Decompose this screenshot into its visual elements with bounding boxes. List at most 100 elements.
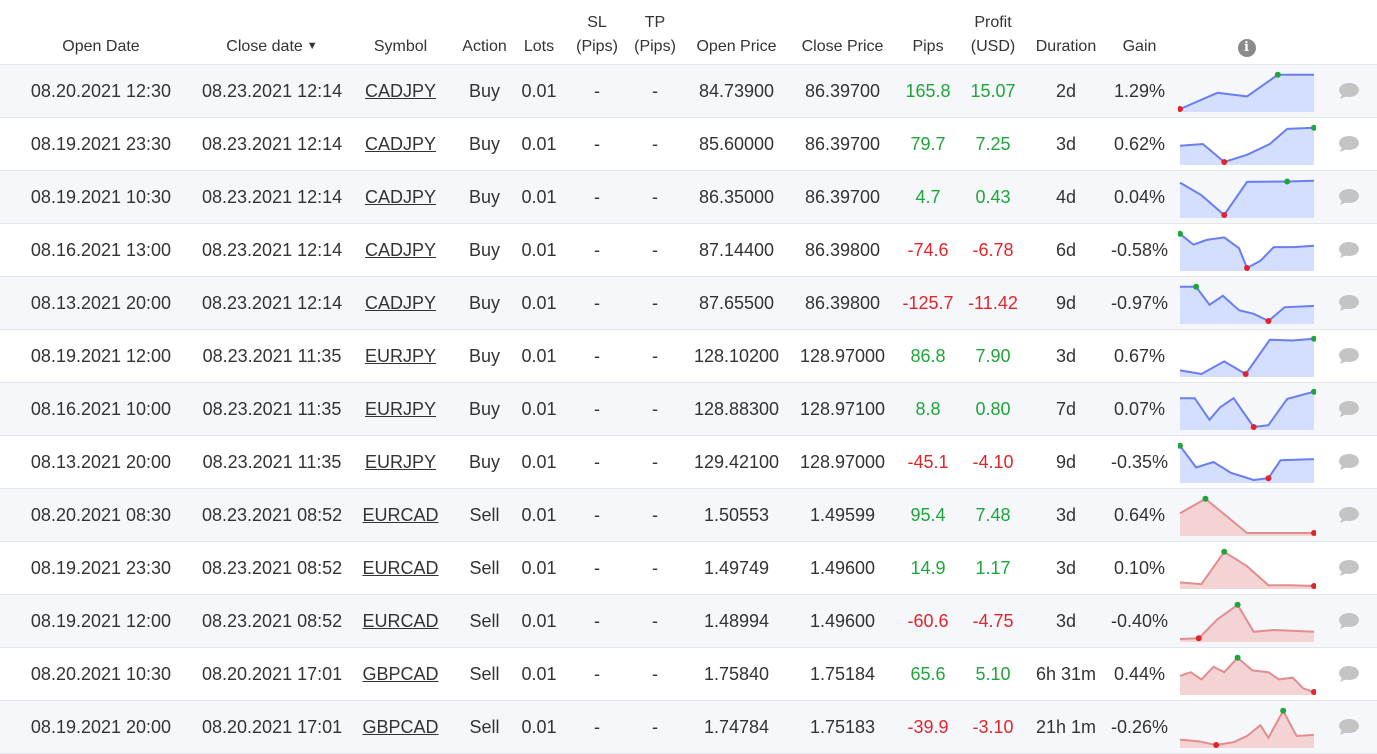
info-icon[interactable]: i	[1237, 39, 1256, 57]
col-open-price[interactable]: Open Price	[684, 0, 789, 65]
close-date-cell: 08.23.2021 08:52	[202, 541, 342, 595]
speech-bubble-icon[interactable]	[1338, 294, 1360, 312]
open-date-cell: 08.20.2021 08:30	[0, 488, 202, 542]
sparkline-area	[1179, 710, 1314, 748]
sl-cell: -	[568, 223, 626, 277]
symbol-link[interactable]: GBPCAD	[362, 716, 439, 737]
col-close-date[interactable]: Close date ▼	[202, 0, 342, 65]
symbol-cell: GBPCAD	[342, 647, 459, 701]
sparkline-max-point	[1220, 548, 1227, 555]
close-date-cell: 08.23.2021 12:14	[202, 117, 342, 171]
sparkline-line	[1179, 285, 1314, 323]
speech-bubble-icon[interactable]	[1338, 188, 1360, 206]
open-date-cell: 08.19.2021 20:00	[0, 700, 202, 754]
col-symbol[interactable]: Symbol	[342, 0, 459, 65]
close-date-cell: 08.23.2021 11:35	[202, 329, 342, 383]
col-gain[interactable]: Gain	[1106, 0, 1173, 65]
sparkline-cell	[1173, 223, 1320, 277]
speech-bubble-icon[interactable]	[1338, 241, 1360, 259]
sparkline-line	[1178, 233, 1314, 270]
symbol-link[interactable]: EURJPY	[364, 451, 436, 472]
col-comment	[1320, 0, 1377, 65]
action-cell: Buy	[459, 435, 510, 489]
col-close-price[interactable]: Close Price	[789, 0, 896, 65]
symbol-cell: CADJPY	[342, 64, 459, 118]
speech-bubble-icon[interactable]	[1338, 347, 1360, 365]
symbol-link[interactable]: EURJPY	[364, 345, 436, 366]
duration-cell: 2d	[1026, 64, 1106, 118]
lots-cell: 0.01	[510, 329, 568, 383]
comment-cell	[1320, 435, 1377, 489]
lots-cell: 0.01	[510, 435, 568, 489]
symbol-link[interactable]: GBPCAD	[362, 663, 439, 684]
duration-cell: 3d	[1026, 329, 1106, 383]
speech-bubble-icon[interactable]	[1338, 453, 1360, 471]
sparkline-line	[1179, 497, 1314, 534]
equity-sparkline	[1179, 601, 1314, 642]
comment-cell	[1320, 488, 1377, 542]
col-action[interactable]: Action	[459, 0, 510, 65]
close-date-cell: 08.23.2021 11:35	[202, 435, 342, 489]
symbol-cell: EURCAD	[342, 488, 459, 542]
speech-bubble-icon[interactable]	[1338, 718, 1360, 736]
symbol-link[interactable]: CADJPY	[364, 133, 436, 154]
col-open-date[interactable]: Open Date	[0, 0, 202, 65]
open-price-cell: 86.35000	[684, 170, 789, 224]
open-price-cell: 87.65500	[684, 276, 789, 330]
open-date-cell: 08.13.2021 20:00	[0, 435, 202, 489]
col-sl[interactable]: SL (Pips)	[568, 0, 626, 65]
sl-cell: -	[568, 647, 626, 701]
col-profit[interactable]: Profit (USD)	[960, 0, 1026, 65]
action-cell: Buy	[459, 170, 510, 224]
open-price-cell: 87.14400	[684, 223, 789, 277]
symbol-link[interactable]: EURCAD	[362, 610, 439, 631]
tp-cell: -	[626, 700, 684, 754]
speech-bubble-icon[interactable]	[1338, 82, 1360, 100]
equity-sparkline	[1178, 178, 1314, 218]
gain-cell: 0.07%	[1106, 382, 1173, 436]
pips-cell: 86.8	[896, 329, 960, 383]
open-date-cell: 08.16.2021 13:00	[0, 223, 202, 277]
comment-cell	[1320, 541, 1377, 595]
col-tp[interactable]: TP (Pips)	[626, 0, 684, 65]
symbol-cell: GBPCAD	[342, 700, 459, 754]
speech-bubble-icon[interactable]	[1338, 400, 1360, 418]
symbol-link[interactable]: CADJPY	[364, 239, 436, 260]
profit-cell: 1.17	[960, 541, 1026, 595]
col-pips[interactable]: Pips	[896, 0, 960, 65]
col-lots[interactable]: Lots	[510, 0, 568, 65]
lots-cell: 0.01	[510, 64, 568, 118]
symbol-link[interactable]: EURCAD	[362, 504, 439, 525]
symbol-link[interactable]: EURCAD	[362, 557, 439, 578]
tp-cell: -	[626, 329, 684, 383]
sparkline-area	[1179, 286, 1314, 324]
symbol-link[interactable]: CADJPY	[364, 292, 436, 313]
table-row: 08.19.2021 23:30 08.23.2021 12:14 CADJPY Bu…	[0, 117, 1377, 171]
close-price-cell: 1.49600	[789, 594, 896, 648]
action-cell: Sell	[459, 700, 510, 754]
profit-cell: 7.90	[960, 329, 1026, 383]
tp-cell: -	[626, 117, 684, 171]
sparkline-max-point	[1177, 230, 1183, 237]
profit-cell: 7.48	[960, 488, 1026, 542]
speech-bubble-icon[interactable]	[1338, 506, 1360, 524]
gain-cell: -0.58%	[1106, 223, 1173, 277]
symbol-link[interactable]: CADJPY	[364, 80, 436, 101]
sparkline-line	[1179, 390, 1314, 429]
symbol-link[interactable]: EURJPY	[364, 398, 436, 419]
pips-cell: 165.8	[896, 64, 960, 118]
speech-bubble-icon[interactable]	[1338, 135, 1360, 153]
open-price-cell: 129.42100	[684, 435, 789, 489]
sparkline-area	[1179, 233, 1314, 271]
symbol-link[interactable]: CADJPY	[364, 186, 436, 207]
speech-bubble-icon[interactable]	[1338, 559, 1360, 577]
speech-bubble-icon[interactable]	[1338, 665, 1360, 683]
duration-cell: 3d	[1026, 541, 1106, 595]
sparkline-cell	[1173, 170, 1320, 224]
speech-bubble-icon[interactable]	[1338, 612, 1360, 630]
sl-cell: -	[568, 64, 626, 118]
lots-cell: 0.01	[510, 223, 568, 277]
equity-sparkline	[1179, 335, 1316, 377]
col-duration[interactable]: Duration	[1026, 0, 1106, 65]
close-price-cell: 1.75184	[789, 647, 896, 701]
